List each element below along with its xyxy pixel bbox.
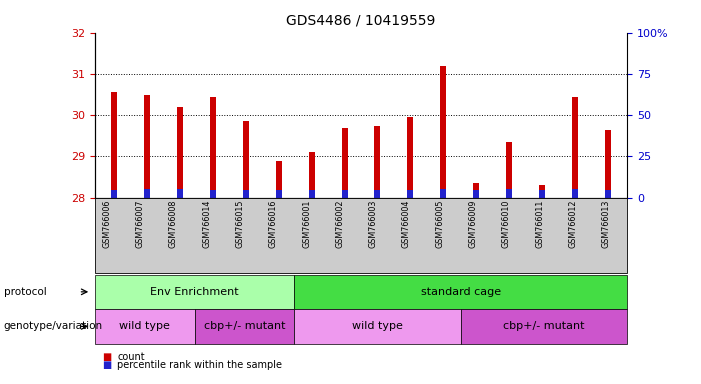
Bar <box>111 190 117 198</box>
Text: protocol: protocol <box>4 287 46 297</box>
Bar <box>506 142 512 198</box>
Text: standard cage: standard cage <box>421 287 501 297</box>
Text: wild type: wild type <box>352 321 403 331</box>
Text: GSM766006: GSM766006 <box>102 200 111 248</box>
Bar <box>572 97 578 198</box>
Bar <box>341 127 348 198</box>
Text: GSM766005: GSM766005 <box>435 200 444 248</box>
Text: cbp+/- mutant: cbp+/- mutant <box>503 321 585 331</box>
Bar <box>308 190 315 198</box>
Bar <box>374 190 381 198</box>
Bar <box>210 190 216 198</box>
Text: genotype/variation: genotype/variation <box>4 321 102 331</box>
Text: GSM766007: GSM766007 <box>135 200 144 248</box>
Text: GSM766013: GSM766013 <box>601 200 611 248</box>
Text: percentile rank within the sample: percentile rank within the sample <box>117 360 282 370</box>
Text: GSM766014: GSM766014 <box>202 200 211 248</box>
Bar <box>341 190 348 198</box>
Bar <box>407 190 414 198</box>
Text: GSM766016: GSM766016 <box>268 200 278 248</box>
Text: GSM766001: GSM766001 <box>302 200 311 248</box>
Bar <box>374 126 381 198</box>
Bar <box>275 190 282 198</box>
Bar <box>572 189 578 198</box>
Text: GDS4486 / 10419559: GDS4486 / 10419559 <box>286 13 436 27</box>
Text: GSM766009: GSM766009 <box>468 200 477 248</box>
Text: GSM766012: GSM766012 <box>569 200 578 248</box>
Bar <box>605 130 611 198</box>
Bar <box>473 183 479 198</box>
Bar <box>243 121 249 198</box>
Bar <box>111 93 117 198</box>
Bar <box>539 185 545 198</box>
Bar <box>440 66 447 198</box>
Bar <box>144 189 150 198</box>
Bar <box>275 161 282 198</box>
Bar <box>473 190 479 198</box>
Text: Env Enrichment: Env Enrichment <box>150 287 239 297</box>
Bar <box>210 97 216 198</box>
Bar <box>177 189 183 198</box>
Text: wild type: wild type <box>119 321 170 331</box>
Text: count: count <box>117 352 144 362</box>
Text: GSM766002: GSM766002 <box>335 200 344 248</box>
Text: GSM766015: GSM766015 <box>236 200 245 248</box>
Text: cbp+/- mutant: cbp+/- mutant <box>204 321 285 331</box>
Bar <box>506 189 512 198</box>
Bar <box>407 117 414 198</box>
Bar <box>243 190 249 198</box>
Bar <box>177 107 183 198</box>
Bar <box>539 190 545 198</box>
Bar <box>308 152 315 198</box>
Text: ■: ■ <box>102 352 111 362</box>
Text: GSM766011: GSM766011 <box>535 200 544 248</box>
Bar <box>605 190 611 198</box>
Text: GSM766010: GSM766010 <box>502 200 511 248</box>
Text: GSM766003: GSM766003 <box>369 200 378 248</box>
Text: ■: ■ <box>102 360 111 370</box>
Text: GSM766008: GSM766008 <box>169 200 178 248</box>
Text: GSM766004: GSM766004 <box>402 200 411 248</box>
Bar <box>144 94 150 198</box>
Bar <box>440 189 447 198</box>
